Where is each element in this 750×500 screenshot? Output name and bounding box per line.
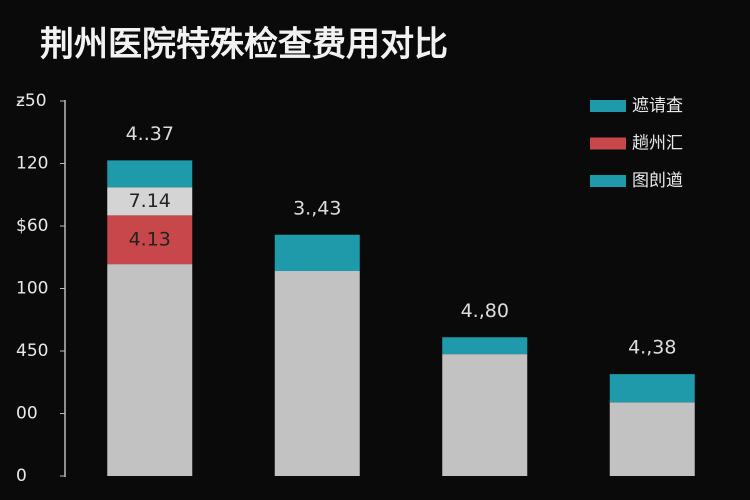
bar-segment [609, 402, 695, 476]
y-tick-label: 120 [16, 154, 48, 174]
bar-segment [442, 354, 528, 476]
chart-title: 荆州医院特殊检查费用对比 [40, 25, 448, 65]
legend-swatch [590, 100, 626, 112]
legend-label: 趟州汇 [632, 134, 683, 154]
legend-swatch [590, 137, 626, 150]
bar-segment [274, 234, 360, 271]
bar-top-label: 4..37 [126, 123, 174, 145]
legend-label: 图剆遒 [632, 171, 683, 191]
y-tick-label: 100 [16, 279, 48, 299]
legend-label: 遮请査 [632, 96, 683, 116]
segment-label: 7.14 [129, 190, 171, 212]
y-tick-label: 0 [16, 466, 27, 486]
bar-segment [274, 271, 360, 476]
bar-top-label: 3.,43 [293, 197, 341, 219]
legend-swatch [590, 175, 626, 187]
segment-label: 4.13 [129, 228, 171, 250]
y-tick-label: $60 [16, 216, 48, 236]
bar-top-label: 4.,38 [628, 337, 676, 359]
bar-segment [107, 187, 193, 216]
bar-top-label: 4.,80 [461, 300, 509, 322]
y-tick-label: ƶ50 [16, 91, 47, 111]
y-tick-label: 450 [16, 341, 48, 361]
y-tick-label: 00 [16, 404, 38, 424]
bar-segment [609, 374, 695, 403]
bar-segment [442, 337, 528, 355]
bar-segment [107, 264, 193, 476]
bar-segment [107, 215, 193, 265]
bar-segment [107, 160, 193, 188]
